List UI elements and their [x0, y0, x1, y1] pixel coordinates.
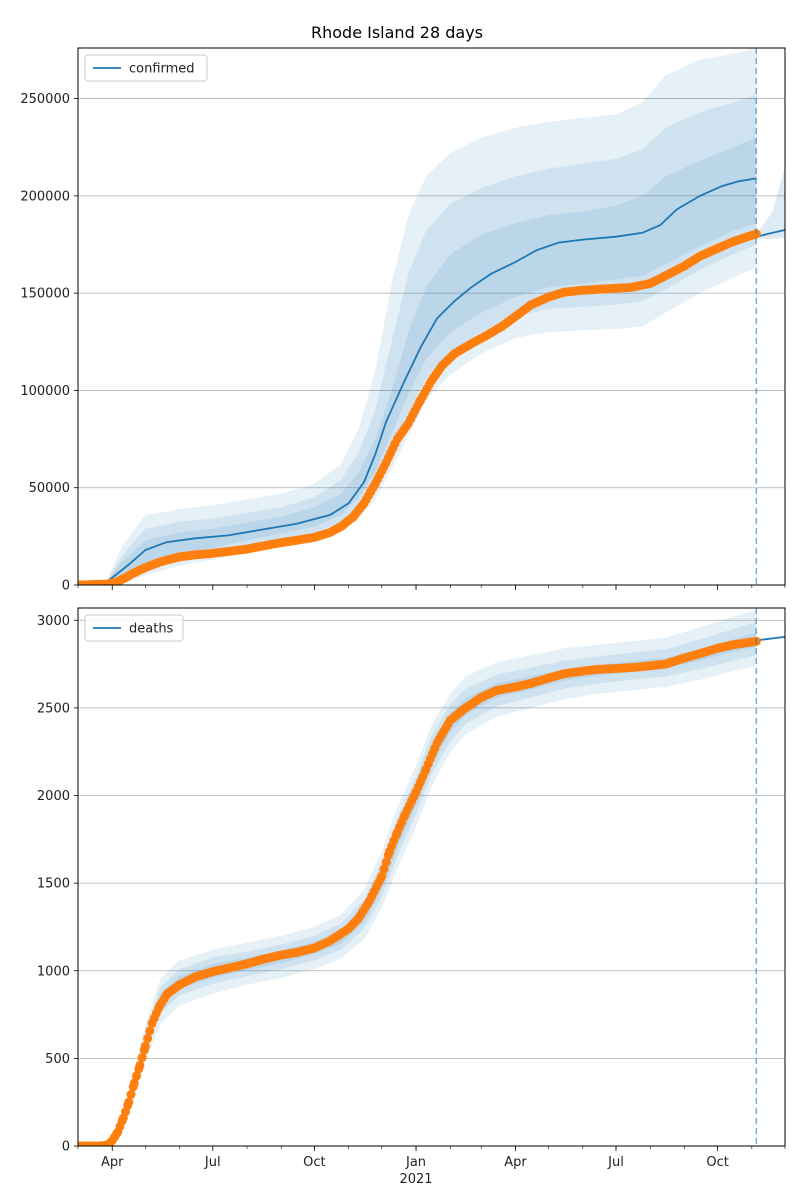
observed-point — [126, 1090, 136, 1099]
y-tick-label: 1000 — [37, 964, 70, 979]
observed-point — [381, 857, 391, 867]
observed-point — [379, 864, 389, 874]
y-tick-label: 100000 — [20, 384, 70, 399]
observed-point — [137, 1053, 147, 1063]
y-tick-label: 200000 — [20, 189, 70, 204]
observed-point — [135, 1060, 145, 1070]
legend-label: deaths — [129, 622, 174, 637]
y-tick-label: 50000 — [29, 481, 70, 496]
forecast-band — [756, 166, 785, 239]
legend-box — [84, 54, 208, 82]
y-tick-label: 250000 — [20, 92, 70, 107]
uncertainty-band-2 — [78, 137, 757, 585]
observed-point — [145, 1026, 155, 1036]
confirmed-panel: 0 50000 100000 150000 200000 250000 confirmed — [20, 47, 786, 594]
axes-frame — [77, 607, 786, 1147]
y-tick-label: 500 — [45, 1052, 70, 1067]
model-median-line — [78, 636, 785, 1146]
chart-title: Rhode Island 28 days — [311, 23, 483, 42]
plot-area — [78, 609, 785, 1146]
observed-points — [78, 636, 761, 1146]
y-tick-label: 1500 — [37, 877, 70, 892]
uncertainty-band-1 — [78, 622, 757, 1146]
observed-point — [129, 1078, 139, 1088]
x-tick-label: Oct — [303, 1155, 325, 1170]
observed-point — [143, 1034, 153, 1043]
observed-point — [124, 1097, 134, 1107]
axes-frame — [77, 47, 786, 586]
uncertainty-band-1 — [78, 94, 757, 585]
y-tick-label: 2000 — [37, 789, 70, 804]
observed-point — [377, 871, 387, 881]
plot-area — [78, 48, 785, 585]
legend-box — [84, 614, 184, 642]
model-median-line — [78, 177, 757, 585]
x-tick-label: Apr — [101, 1155, 124, 1170]
x-tick-label: Jul — [204, 1155, 221, 1170]
forecast-line — [756, 229, 785, 238]
x-year-label: 2021 — [399, 1172, 432, 1187]
legend-label: confirmed — [129, 62, 195, 77]
legend: deaths — [84, 614, 184, 642]
legend: confirmed — [84, 54, 208, 82]
x-tick-label: Apr — [504, 1155, 527, 1170]
observed-points — [78, 229, 761, 585]
y-tick-label: 2500 — [37, 701, 70, 716]
x-tick-label: Jan — [405, 1155, 426, 1170]
y-tick-label: 0 — [62, 1140, 70, 1155]
uncertainty-band-0 — [78, 48, 757, 585]
uncertainty-band-2 — [78, 632, 757, 1146]
deaths-panel: 0 500 1000 1500 2000 2500 3000 Apr Jul Oct Jan Apr J… — [37, 607, 786, 1187]
x-tick-label: Oct — [706, 1155, 728, 1170]
observed-point — [132, 1071, 141, 1081]
uncertainty-band-0 — [78, 609, 757, 1146]
y-tick-label: 150000 — [20, 287, 70, 302]
x-tick-label: Jul — [607, 1155, 624, 1170]
y-tick-label: 0 — [62, 579, 70, 594]
y-tick-label: 3000 — [37, 614, 70, 629]
observed-point — [140, 1041, 150, 1051]
